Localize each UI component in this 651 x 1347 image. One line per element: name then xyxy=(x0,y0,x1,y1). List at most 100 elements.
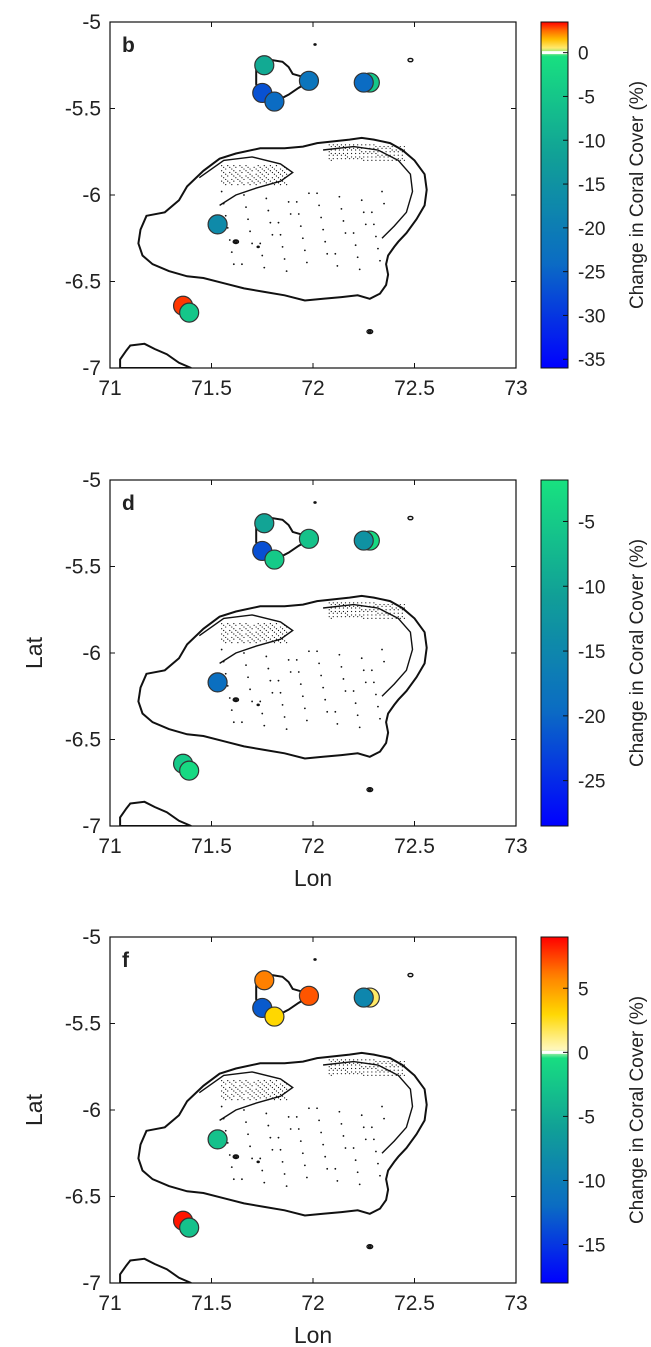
reef-stipple-dot xyxy=(369,605,371,607)
lagoon-reef-dot xyxy=(360,199,363,202)
reef-stipple-dot xyxy=(338,1067,340,1070)
lagoon-reef-dot xyxy=(360,657,363,660)
reef-stipple-dot xyxy=(247,629,249,632)
reef-stipple-dot xyxy=(403,617,405,620)
reef-stipple-dot xyxy=(373,605,375,607)
reef-stipple-dot xyxy=(267,1093,269,1096)
islet-outline xyxy=(256,703,260,707)
x-tick-label: 72.5 xyxy=(394,1292,435,1315)
reef-stipple-dot xyxy=(401,158,403,160)
reef-stipple-dot xyxy=(381,154,383,156)
reef-stipple-dot xyxy=(283,166,286,168)
reef-stipple-dot xyxy=(273,1083,276,1085)
reef-stipple-dot xyxy=(383,1060,385,1063)
reef-stipple-dot xyxy=(330,152,332,155)
reef-stipple-dot xyxy=(249,1093,251,1096)
reef-stipple-dot xyxy=(221,622,223,625)
reef-stipple-dot xyxy=(286,626,288,628)
reef-stipple-dot xyxy=(221,638,223,640)
reef-stipple-dot xyxy=(281,170,284,172)
x-axis-title: Lon xyxy=(294,865,332,891)
reef-stipple-dot xyxy=(259,624,261,626)
reef-stipple-dot xyxy=(271,1086,273,1089)
reef-stipple-dot xyxy=(403,1074,405,1076)
reef-stipple-dot xyxy=(389,154,391,156)
reef-stipple-dot xyxy=(227,1079,229,1082)
reef-stipple-dot xyxy=(395,607,397,609)
reef-outline xyxy=(198,1071,294,1121)
reef-stipple-dot xyxy=(365,147,367,149)
reef-stipple-dot xyxy=(237,178,239,181)
reef-stipple-dot xyxy=(346,152,349,155)
reef-stipple-dot xyxy=(239,1095,241,1097)
reef-stipple-dot xyxy=(377,147,379,149)
reef-stipple-dot xyxy=(261,626,263,628)
reef-stipple-dot xyxy=(336,602,338,604)
x-tick-label: 72.5 xyxy=(394,835,435,858)
reef-stipple-dot xyxy=(357,602,359,604)
reef-stipple-dot xyxy=(363,617,365,620)
reef-stipple-dot xyxy=(225,173,227,175)
reef-stipple-dot xyxy=(350,149,353,151)
reef-stipple-dot xyxy=(263,164,265,167)
reef-stipple-dot xyxy=(336,154,338,156)
reef-stipple-dot xyxy=(334,1064,336,1066)
reef-stipple-dot xyxy=(241,182,243,184)
lagoon-reef-dot xyxy=(261,254,264,257)
reef-stipple-dot xyxy=(346,149,349,151)
reef-stipple-dot xyxy=(381,605,383,607)
lagoon-reef-dot xyxy=(322,228,325,231)
reef-stipple-dot xyxy=(391,617,393,620)
reef-stipple-dot xyxy=(231,168,233,170)
reef-stipple-dot xyxy=(365,1059,367,1061)
reef-stipple-dot xyxy=(363,1067,365,1070)
reef-stipple-dot xyxy=(334,1067,336,1070)
lagoon-reef-dot xyxy=(222,660,225,663)
reef-stipple-dot xyxy=(273,1088,276,1090)
map-panel-f: 71 71.5 72 72.5 73 -5 -5.5 -6 -6.5 -7 f Lon Lat 5 0 -5 -… xyxy=(21,926,648,1347)
reef-stipple-dot xyxy=(229,640,231,642)
reef-stipple-dot xyxy=(275,1095,278,1097)
reef-stipple-dot xyxy=(241,166,243,168)
reef-stipple-dot xyxy=(269,180,271,182)
lagoon-reef-dot xyxy=(375,693,377,696)
colorbar-title: Change in Coral Cover (%) xyxy=(627,996,648,1224)
x-tick-label: 73 xyxy=(504,835,527,858)
lagoon-reef-dot xyxy=(324,240,327,243)
reef-stipple-dot xyxy=(330,1067,332,1070)
reef-stipple-dot xyxy=(385,1066,387,1068)
reef-stipple-dot xyxy=(249,626,251,628)
reef-stipple-dot xyxy=(247,624,249,626)
reef-stipple-dot xyxy=(348,144,351,146)
reef-stipple-dot xyxy=(379,1060,381,1063)
reef-stipple-dot xyxy=(231,184,233,186)
site-marker xyxy=(353,72,374,93)
reef-stipple-dot xyxy=(271,177,273,179)
reef-stipple-dot xyxy=(342,149,345,151)
reef-stipple-dot xyxy=(221,180,223,182)
reef-stipple-dot xyxy=(401,616,403,618)
reef-stipple-dot xyxy=(247,171,249,174)
reef-stipple-dot xyxy=(273,626,276,628)
reef-stipple-dot xyxy=(399,1064,401,1066)
reef-stipple-dot xyxy=(231,178,233,181)
reef-stipple-dot xyxy=(361,158,363,160)
reef-stipple-dot xyxy=(257,180,259,182)
reef-stipple-dot xyxy=(342,145,345,148)
lagoon-reef-dot xyxy=(318,204,320,207)
lagoon-reef-dot xyxy=(261,1169,264,1172)
reef-stipple-dot xyxy=(281,175,284,177)
lagoon-reef-dot xyxy=(375,235,377,238)
reef-stipple-dot xyxy=(397,1069,399,1071)
reef-stipple-dot xyxy=(391,1064,393,1066)
reef-stipple-dot xyxy=(383,1071,385,1073)
reef-stipple-dot xyxy=(255,642,257,644)
reef-stipple-dot xyxy=(338,607,340,609)
reef-stipple-dot xyxy=(359,607,361,609)
y-tick-label: -7 xyxy=(82,815,101,838)
reef-stipple-dot xyxy=(355,1067,357,1070)
lagoon-reef-dot xyxy=(289,671,292,673)
lagoon-reef-dot xyxy=(261,712,264,715)
reef-stipple-dot xyxy=(286,642,288,644)
